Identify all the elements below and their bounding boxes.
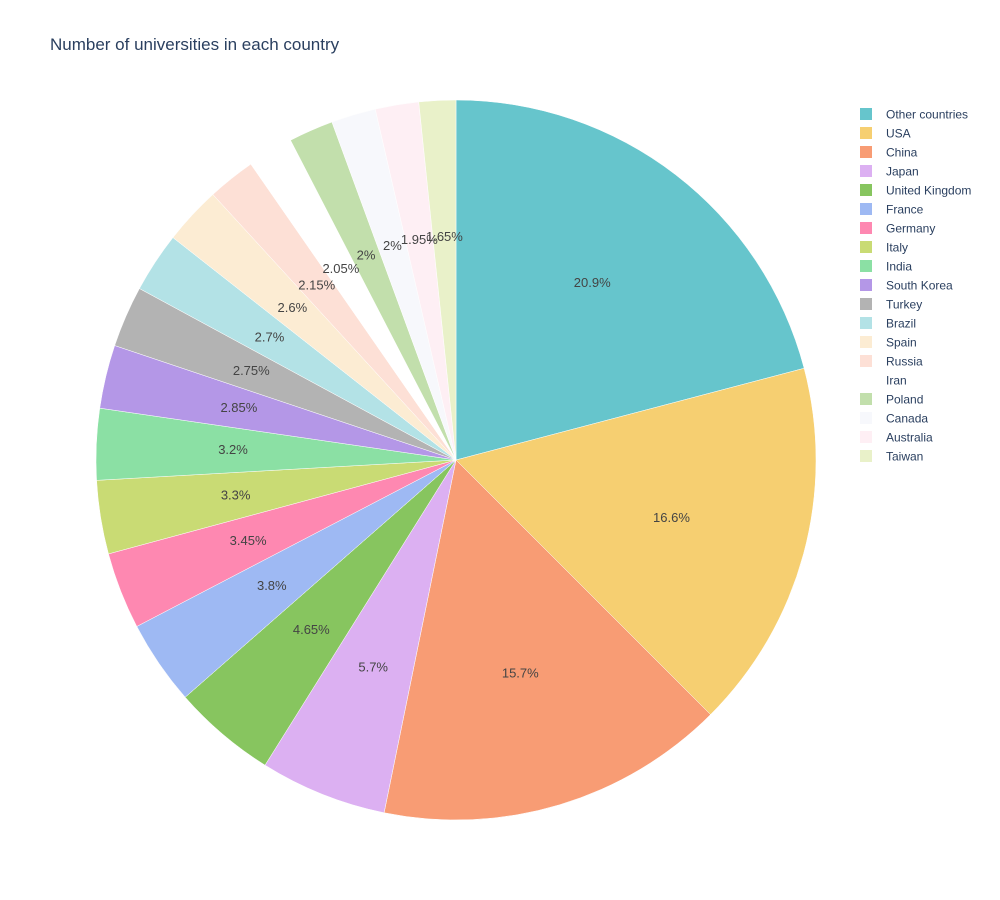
legend-label-taiwan: Taiwan [886, 450, 923, 464]
pie-slice-china[interactable] [383, 459, 711, 821]
legend-swatch-other-countries [860, 108, 872, 120]
legend-label-spain: Spain [886, 336, 917, 350]
legend-label-china: China [886, 146, 918, 160]
pie-slice-usa[interactable] [455, 367, 817, 715]
legend-swatch-brazil [860, 317, 872, 329]
slice-label-united-kingdom: 4.65% [293, 622, 330, 637]
slice-label-russia: 2.15% [298, 278, 335, 293]
legend-item-india[interactable]: India [860, 260, 912, 274]
legend-item-germany[interactable]: Germany [860, 222, 935, 236]
legend-item-spain[interactable]: Spain [860, 336, 917, 350]
legend-item-china[interactable]: China [860, 146, 918, 160]
legend-swatch-united-kingdom [860, 184, 872, 196]
slice-label-japan: 5.7% [358, 659, 388, 674]
legend-swatch-russia [860, 355, 872, 367]
legend-swatch-poland [860, 393, 872, 405]
legend-label-india: India [886, 260, 912, 274]
slice-label-iran: 2.05% [322, 261, 359, 276]
legend-label-poland: Poland [886, 393, 923, 407]
legend-swatch-france [860, 203, 872, 215]
legend-item-taiwan[interactable]: Taiwan [860, 450, 923, 464]
legend-swatch-south-korea [860, 279, 872, 291]
legend-swatch-usa [860, 127, 872, 139]
legend-swatch-india [860, 260, 872, 272]
legend-item-russia[interactable]: Russia [860, 355, 923, 369]
chart-title: Number of universities in each country [50, 35, 340, 54]
slice-label-france: 3.8% [257, 578, 287, 593]
legend-item-australia[interactable]: Australia [860, 431, 933, 445]
legend-item-france[interactable]: France [860, 203, 924, 217]
legend-swatch-australia [860, 431, 872, 443]
slice-label-usa: 16.6% [653, 510, 690, 525]
legend-item-other-countries[interactable]: Other countries [860, 108, 968, 122]
pie-slice-taiwan[interactable] [418, 99, 457, 461]
legend-item-usa[interactable]: USA [860, 127, 911, 141]
legend-item-poland[interactable]: Poland [860, 393, 923, 407]
legend-label-italy: Italy [886, 241, 908, 255]
legend-item-japan[interactable]: Japan [860, 165, 919, 179]
slice-label-india: 3.2% [218, 442, 248, 457]
slice-label-south-korea: 2.85% [220, 400, 257, 415]
legend-label-turkey: Turkey [886, 298, 922, 312]
legend-label-usa: USA [886, 127, 911, 141]
legend-label-germany: Germany [886, 222, 935, 236]
legend-swatch-iran [860, 374, 872, 386]
legend-swatch-japan [860, 165, 872, 177]
legend-label-other-countries: Other countries [886, 108, 968, 122]
slice-label-turkey: 2.75% [233, 363, 270, 378]
legend-label-brazil: Brazil [886, 317, 916, 331]
legend-item-canada[interactable]: Canada [860, 412, 928, 426]
legend-swatch-turkey [860, 298, 872, 310]
slice-label-canada: 2% [383, 238, 402, 253]
slice-label-australia: 1.95% [401, 232, 438, 247]
legend-item-italy[interactable]: Italy [860, 241, 908, 255]
legend-label-south-korea: South Korea [886, 279, 953, 293]
legend-swatch-china [860, 146, 872, 158]
pie-slices [95, 99, 817, 821]
legend-swatch-italy [860, 241, 872, 253]
slice-label-spain: 2.6% [278, 300, 308, 315]
legend-swatch-germany [860, 222, 872, 234]
slice-label-other-countries: 20.9% [574, 275, 611, 290]
legend-label-iran: Iran [886, 374, 907, 388]
slice-label-germany: 3.45% [230, 533, 267, 548]
slice-label-brazil: 2.7% [255, 329, 285, 344]
legend-item-united-kingdom[interactable]: United Kingdom [860, 184, 971, 198]
legend-item-south-korea[interactable]: South Korea [860, 279, 953, 293]
pie-slice-japan[interactable] [264, 459, 457, 814]
legend-label-australia: Australia [886, 431, 933, 445]
pie-slice-other-countries[interactable] [455, 99, 805, 461]
legend-swatch-taiwan [860, 450, 872, 462]
legend-swatch-canada [860, 412, 872, 424]
slice-label-poland: 2% [357, 248, 376, 263]
legend-label-united-kingdom: United Kingdom [886, 184, 971, 198]
legend-item-iran[interactable]: Iran [860, 374, 907, 388]
legend-swatch-spain [860, 336, 872, 348]
legend-label-russia: Russia [886, 355, 923, 369]
legend-item-brazil[interactable]: Brazil [860, 317, 916, 331]
legend: Other countries USA China Japan United Kingd… [860, 108, 971, 464]
legend-label-japan: Japan [886, 165, 919, 179]
legend-item-turkey[interactable]: Turkey [860, 298, 922, 312]
legend-label-canada: Canada [886, 412, 928, 426]
slice-label-italy: 3.3% [221, 488, 251, 503]
pie-labels: 20.9% 16.6% 15.7% 5.7% 4.65% 3.8% 3.45% 3.3% 3.2… [218, 229, 690, 681]
slice-label-taiwan: 1.65% [426, 229, 463, 244]
slice-label-china: 15.7% [502, 666, 539, 681]
legend-label-france: France [886, 203, 924, 217]
